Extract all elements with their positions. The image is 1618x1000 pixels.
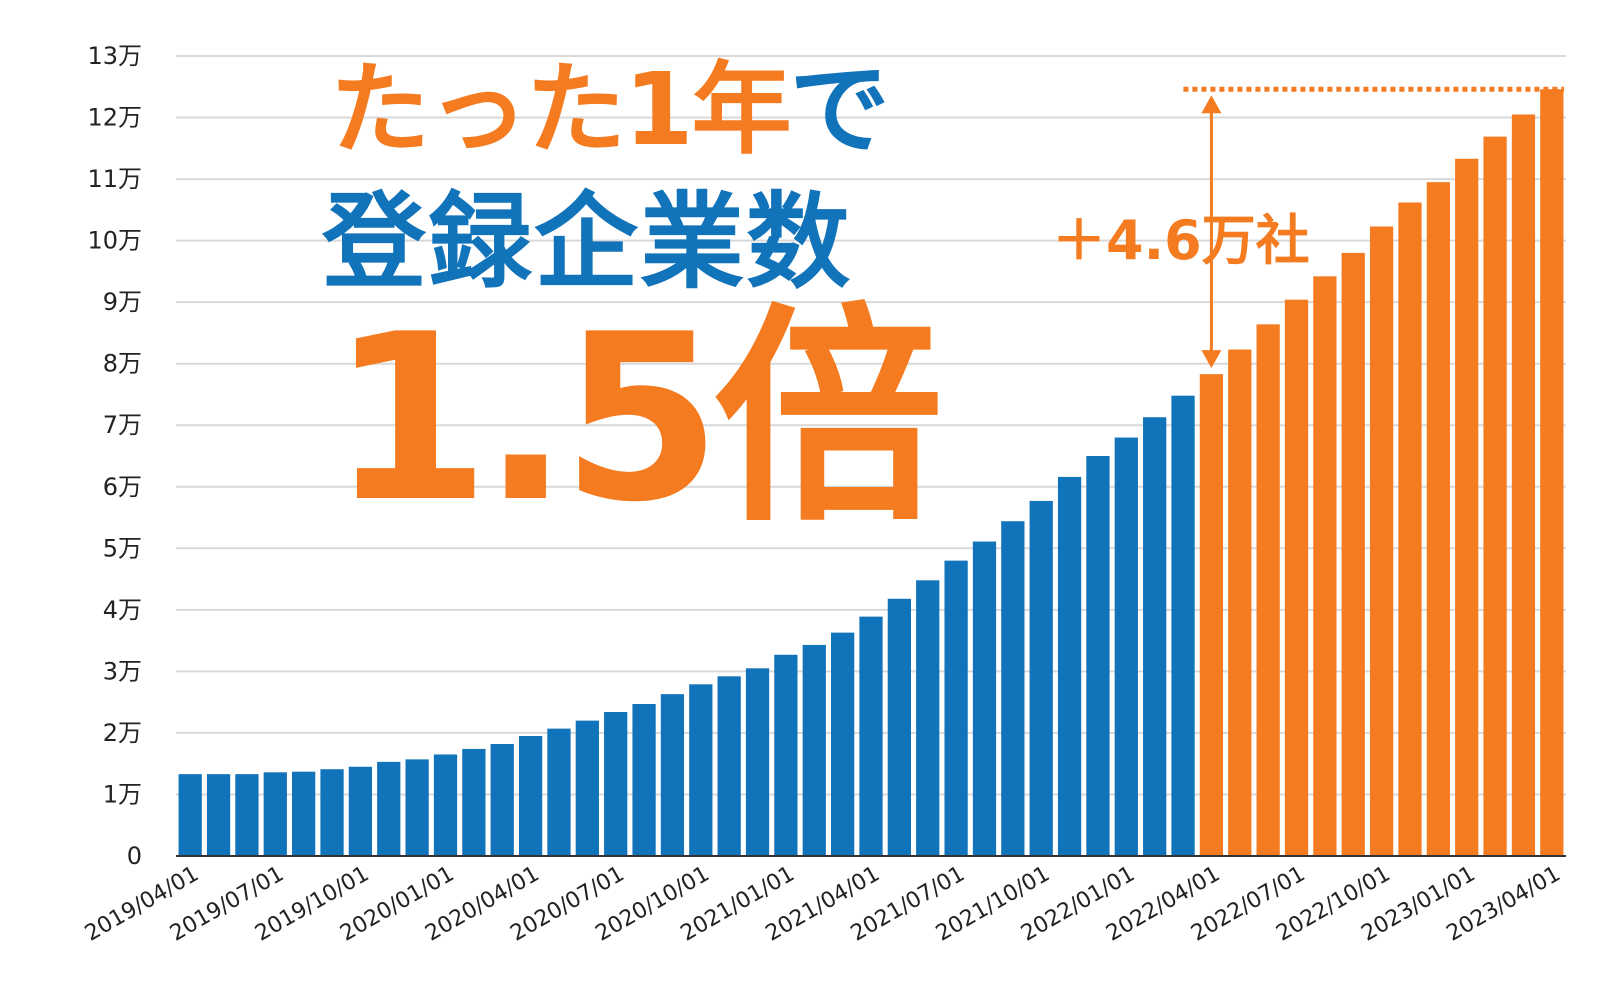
headline-line-3: 1.5倍 xyxy=(330,286,943,553)
y-tick-label: 3万 xyxy=(103,657,142,685)
bar xyxy=(490,744,514,856)
bar xyxy=(320,769,344,856)
bar xyxy=(972,541,997,856)
grid-layer xyxy=(176,55,1566,796)
bar xyxy=(1426,182,1450,856)
bar xyxy=(575,720,599,856)
y-tick-label: 12万 xyxy=(87,104,142,132)
bar xyxy=(206,774,231,856)
bar xyxy=(1455,158,1479,856)
headline-line-2: 登録企業数 xyxy=(322,181,853,303)
bar xyxy=(292,771,316,856)
headline-line-1-orange: たった1年 xyxy=(330,51,792,168)
growth-arrow-head-up xyxy=(1201,95,1222,114)
bar xyxy=(1341,252,1365,857)
y-tick-label: 2万 xyxy=(103,719,142,747)
bar xyxy=(1540,89,1564,857)
growth-arrow-head-down xyxy=(1201,350,1222,369)
bar xyxy=(1228,349,1252,856)
bar xyxy=(263,772,287,856)
bar xyxy=(178,774,202,856)
y-tick-label: 10万 xyxy=(87,227,142,255)
bar xyxy=(802,644,826,856)
bar xyxy=(1086,456,1110,856)
bar xyxy=(348,766,373,856)
bar xyxy=(717,676,741,856)
bar xyxy=(377,761,401,856)
bar xyxy=(433,754,458,856)
y-tick-label: 7万 xyxy=(103,411,142,439)
bar xyxy=(235,774,259,856)
growth-label: ＋4.6万社 xyxy=(1052,209,1310,272)
x-axis-ticks: 2019/04/012019/07/012019/10/012020/01/01… xyxy=(81,862,1565,947)
bar xyxy=(1313,276,1337,856)
bar xyxy=(1001,521,1025,856)
bar xyxy=(831,632,855,856)
y-tick-label: 13万 xyxy=(87,42,142,70)
y-tick-label: 0 xyxy=(127,842,142,870)
headline-line-1-blue: で xyxy=(789,51,890,168)
bar xyxy=(1171,395,1195,856)
y-tick-label: 1万 xyxy=(103,780,142,808)
y-tick-label: 9万 xyxy=(103,288,142,316)
y-tick-label: 11万 xyxy=(87,165,142,193)
bar xyxy=(1511,114,1536,856)
bar xyxy=(1284,299,1309,856)
bar xyxy=(1029,500,1053,856)
bar xyxy=(689,684,713,856)
y-tick-label: 6万 xyxy=(103,473,142,501)
bar xyxy=(547,728,571,856)
bar xyxy=(1398,202,1422,856)
bar xyxy=(944,560,968,856)
bar xyxy=(405,759,429,856)
bar xyxy=(745,668,770,856)
y-tick-label: 5万 xyxy=(103,534,142,562)
bar xyxy=(859,616,883,856)
bar xyxy=(660,694,685,856)
y-axis-ticks: 0 1万 2万 3万 4万 5万 6万 7万 8万 9万 10万 11万 12万 13万 xyxy=(87,42,142,870)
bar xyxy=(518,736,543,856)
headline-line-1: たった1年で xyxy=(330,60,890,160)
bar xyxy=(887,598,911,856)
bar xyxy=(1057,476,1082,856)
bar xyxy=(916,580,940,856)
bar xyxy=(1256,324,1280,856)
bar xyxy=(1143,417,1167,856)
bar xyxy=(1199,374,1224,856)
bar xyxy=(774,654,798,856)
bars xyxy=(178,89,1564,857)
bar xyxy=(1369,226,1394,856)
bar xyxy=(1483,136,1507,856)
y-tick-label: 8万 xyxy=(103,350,142,378)
bar xyxy=(462,748,486,856)
bar xyxy=(1114,437,1138,856)
y-tick-label: 4万 xyxy=(103,596,142,624)
bar xyxy=(632,704,656,856)
growth-annotation xyxy=(1183,86,1564,369)
bar xyxy=(604,712,628,856)
